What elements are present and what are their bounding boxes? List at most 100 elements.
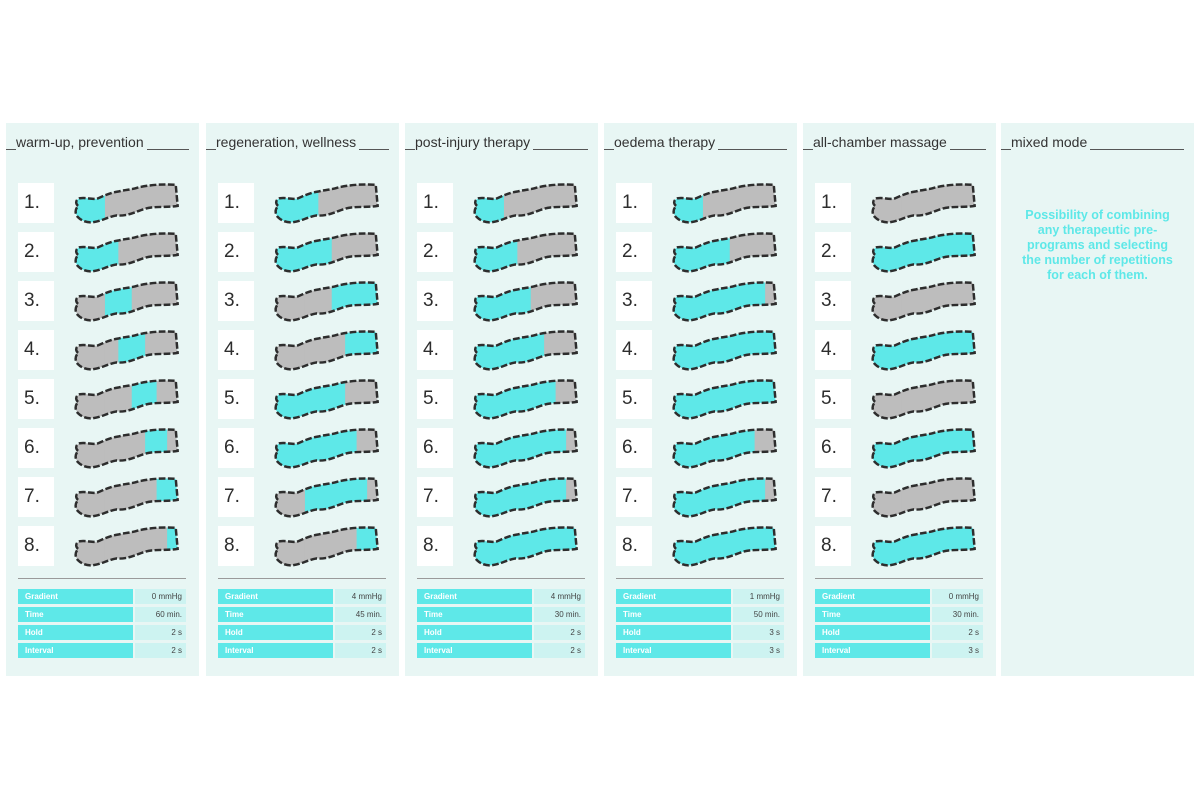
chamber-8: [964, 478, 975, 517]
sleeve-outline: [672, 330, 777, 371]
chamber-6: [942, 478, 955, 517]
chamber-8: [964, 184, 975, 223]
chamber-4: [517, 380, 532, 419]
param-row: Interval 2 s: [417, 643, 585, 658]
step-number-box: 1.: [218, 183, 254, 223]
leg-compression-sleeve-icon: [274, 330, 379, 371]
step-number: 2.: [423, 241, 439, 262]
chamber-8: [167, 380, 178, 419]
chamber-4: [118, 331, 133, 370]
chamber-6: [942, 233, 955, 272]
chamber-7: [953, 233, 965, 272]
chamber-6: [743, 380, 756, 419]
leg-compression-sleeve-icon: [473, 183, 578, 224]
leg-compression-sleeve-icon: [274, 428, 379, 469]
leg-compression-sleeve-icon: [871, 428, 976, 469]
chamber-8: [167, 233, 178, 272]
chamber-8: [367, 478, 378, 517]
chamber-4: [118, 527, 133, 566]
param-row: Time 50 min.: [616, 607, 784, 622]
chamber-6: [145, 380, 158, 419]
panel-title: mixed mode: [1001, 123, 1194, 161]
chamber-7: [754, 478, 766, 517]
step-number: 4.: [622, 339, 638, 360]
chamber-7: [156, 282, 168, 321]
chamber-8: [964, 331, 975, 370]
program-panel: regeneration, wellness 1. 2. 3. 4. 5. 6. 7. 8. Gr…: [206, 123, 399, 676]
param-row: Hold 2 s: [18, 625, 186, 640]
chamber-7: [555, 527, 567, 566]
param-label: Gradient: [815, 589, 930, 604]
step-number: 6.: [622, 437, 638, 458]
chamber-7: [356, 478, 368, 517]
sleeve-outline: [274, 183, 379, 224]
program-panel: warm-up, prevention 1. 2. 3. 4. 5. 6. 7. 8. Gradi…: [6, 123, 199, 676]
param-row: Time 60 min.: [18, 607, 186, 622]
param-value: 2 s: [135, 625, 186, 640]
chamber-4: [118, 233, 133, 272]
program-step: 7.: [417, 477, 587, 518]
chamber-7: [754, 429, 766, 468]
param-value: 2 s: [335, 643, 386, 658]
chamber-7: [356, 233, 368, 272]
step-number-box: 7.: [616, 477, 652, 517]
step-number: 6.: [423, 437, 439, 458]
sleeve-outline: [274, 379, 379, 420]
chamber-8: [964, 282, 975, 321]
chamber-8: [765, 380, 776, 419]
chamber-7: [555, 429, 567, 468]
step-number-box: 2.: [218, 232, 254, 272]
param-row: Hold 2 s: [417, 625, 585, 640]
step-number-box: 3.: [218, 281, 254, 321]
chamber-6: [743, 184, 756, 223]
leg-compression-sleeve-icon: [274, 477, 379, 518]
param-value: 3 s: [733, 625, 784, 640]
program-panel: mixed mode Possibility of combining any t…: [1001, 123, 1194, 676]
step-number: 7.: [24, 486, 40, 507]
program-step: 2.: [18, 232, 188, 273]
param-value: 2 s: [135, 643, 186, 658]
leg-compression-sleeve-icon: [274, 526, 379, 567]
sleeve-outline: [74, 379, 179, 420]
step-number: 4.: [24, 339, 40, 360]
chamber-6: [145, 184, 158, 223]
sleeve-outline: [74, 330, 179, 371]
chamber-6: [743, 233, 756, 272]
leg-compression-sleeve-icon: [473, 526, 578, 567]
step-number-box: 2.: [616, 232, 652, 272]
step-number-box: 1.: [815, 183, 851, 223]
chamber-4: [716, 380, 731, 419]
step-number-box: 1.: [18, 183, 54, 223]
chamber-4: [915, 282, 930, 321]
chamber-4: [716, 331, 731, 370]
chamber-6: [942, 527, 955, 566]
step-number-box: 5.: [218, 379, 254, 419]
chamber-6: [544, 478, 557, 517]
leg-compression-sleeve-icon: [871, 330, 976, 371]
chamber-4: [517, 184, 532, 223]
chamber-8: [167, 478, 178, 517]
chamber-6: [145, 429, 158, 468]
param-label: Interval: [218, 643, 333, 658]
program-step: 3.: [815, 281, 985, 322]
sleeve-outline: [473, 330, 578, 371]
params-table: Gradient 4 mmHg Time 45 min. Hold 2 s Interval…: [218, 589, 386, 661]
chamber-6: [345, 478, 358, 517]
chamber-7: [953, 429, 965, 468]
chamber-4: [517, 429, 532, 468]
chamber-8: [167, 527, 178, 566]
chamber-4: [118, 282, 133, 321]
program-panel: post-injury therapy 1. 2. 3. 4. 5. 6. 7. 8. Gradi…: [405, 123, 598, 676]
step-number: 3.: [24, 290, 40, 311]
chamber-6: [544, 184, 557, 223]
leg-compression-sleeve-icon: [871, 477, 976, 518]
param-value: 30 min.: [534, 607, 585, 622]
leg-compression-sleeve-icon: [473, 428, 578, 469]
sleeve-outline: [473, 281, 578, 322]
chamber-7: [555, 478, 567, 517]
sleeve-outline: [672, 232, 777, 273]
step-number-box: 6.: [18, 428, 54, 468]
leg-compression-sleeve-icon: [473, 379, 578, 420]
sleeve-outline: [74, 183, 179, 224]
program-panel: oedema therapy 1. 2. 3. 4. 5. 6. 7. 8. Gradient 1 …: [604, 123, 797, 676]
